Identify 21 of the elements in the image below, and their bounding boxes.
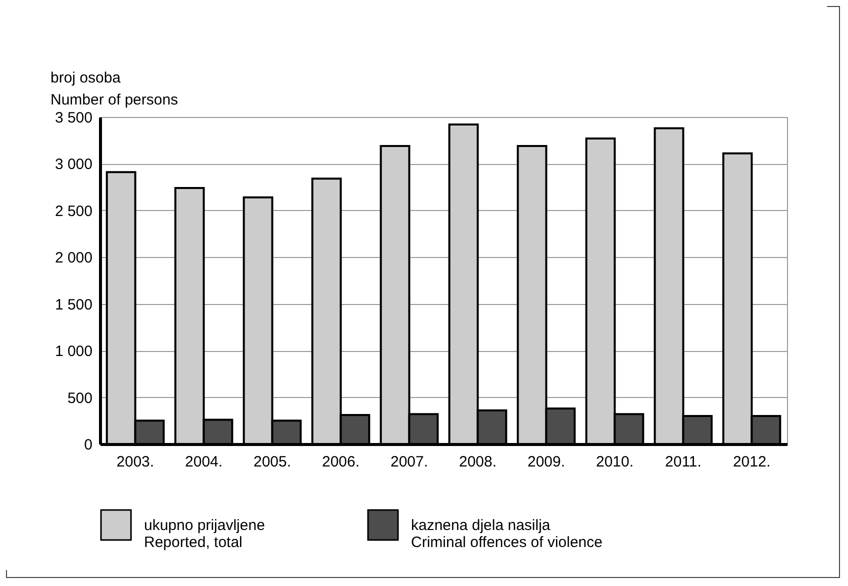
- x-tick-label: 2005.: [253, 454, 292, 470]
- x-tick-label: 2012.: [732, 454, 770, 470]
- x-tick-label: 2003.: [116, 454, 154, 470]
- legend-label: ukupno prijavljene Reported, total: [144, 517, 265, 551]
- y-tick-label: 0: [84, 436, 92, 454]
- y-tick-label: 2 000: [54, 250, 92, 267]
- x-tick-label: 2011.: [665, 454, 702, 470]
- y-tick-label: 500: [67, 390, 92, 407]
- x-tick-label: 2007.: [390, 454, 428, 470]
- y-tick-label: 1 000: [54, 343, 92, 360]
- y-tick-label: 2 500: [54, 202, 92, 220]
- legend-label: kaznena djela nasilja Criminal offences of violence: [411, 517, 602, 551]
- x-tick-label: 2004.: [184, 454, 223, 470]
- x-tick-label: 2009.: [527, 454, 566, 470]
- y-tick-label: 3 000: [54, 156, 92, 174]
- y-tick-label: 1 500: [54, 296, 92, 314]
- x-tick-label: 2008.: [458, 454, 497, 470]
- y-axis-title: broj osoba Number of persons: [50, 70, 178, 108]
- x-tick-label: 2006.: [322, 454, 360, 470]
- y-tick-label: 3 500: [54, 110, 92, 126]
- x-tick-label: 2010.: [596, 454, 634, 470]
